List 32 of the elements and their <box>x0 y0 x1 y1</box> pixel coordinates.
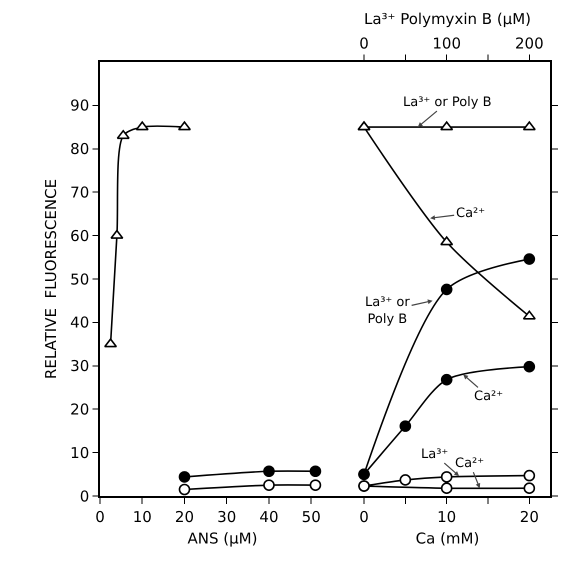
x-axis-title: Ca (mM) <box>416 529 480 548</box>
annotation: Ca²⁺ <box>456 206 486 221</box>
y-tick-label: 10 <box>70 444 90 462</box>
annotation: Ca²⁺ <box>474 389 504 404</box>
x-tick-label: 10 <box>132 508 152 526</box>
y-tick-label: 70 <box>70 183 90 202</box>
x2-axis-title: La³⁺ Polymyxin B (µM) <box>364 10 532 28</box>
x-tick-label: 20 <box>174 508 194 526</box>
x-tick-label: 0 <box>359 508 369 526</box>
x-tick-label: 50 <box>302 508 321 526</box>
annotation: La³⁺ <box>421 447 448 462</box>
x2-tick-label: 100 <box>432 34 461 52</box>
y-tick-label: 30 <box>70 357 90 376</box>
y-tick-label: 0 <box>80 487 90 506</box>
annotation: Ca²⁺ <box>455 456 484 471</box>
y-tick-label: 80 <box>70 140 90 158</box>
x-axis-title: ANS (µM) <box>188 529 258 548</box>
y-tick-label: 40 <box>70 314 90 332</box>
x-tick-label: 20 <box>520 508 539 526</box>
x2-tick-label: 200 <box>515 34 544 52</box>
x-tick-label: 10 <box>437 508 456 526</box>
x-tick-label: 30 <box>217 508 236 526</box>
y-tick-label: 60 <box>70 226 90 245</box>
y-axis-title: RELATIVE FLUORESCENCE <box>42 178 60 380</box>
x-tick-label: 0 <box>95 508 105 526</box>
annotation: La³⁺ or Poly B <box>365 295 410 327</box>
y-tick-label: 20 <box>70 400 90 418</box>
annotation: La³⁺ or Poly B <box>403 95 492 110</box>
x-tick-label: 40 <box>259 508 279 526</box>
x2-tick-label: 0 <box>359 34 369 52</box>
y-tick-label: 50 <box>70 270 90 288</box>
y-tick-label: 90 <box>70 96 90 115</box>
